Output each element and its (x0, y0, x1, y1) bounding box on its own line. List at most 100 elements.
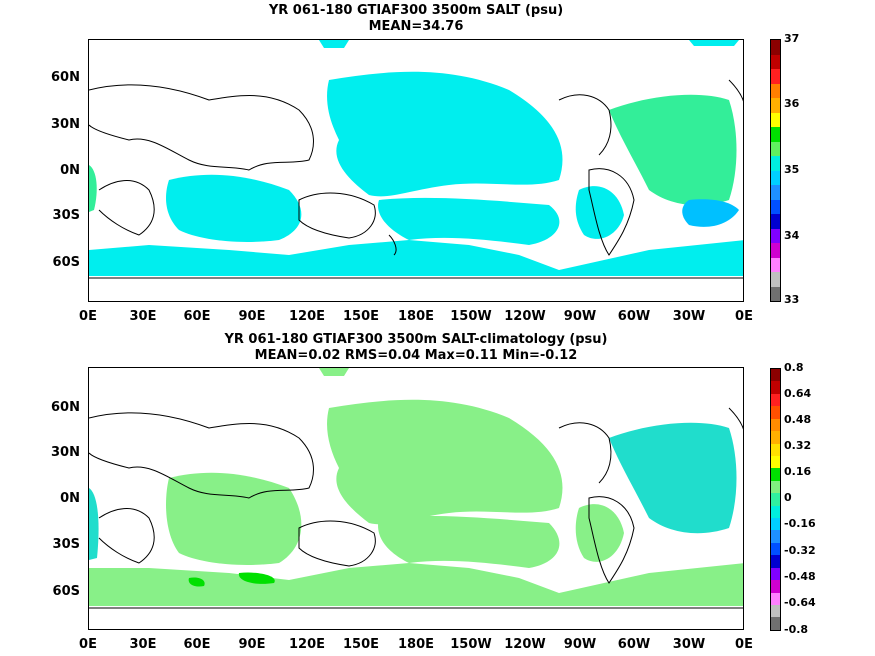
panel1-colorbar (770, 39, 781, 302)
panel2-ytick: 30N (51, 445, 80, 460)
panel1-colorbar-label: 34 (784, 229, 800, 242)
panel2-colorbar-label: -0.16 (784, 517, 816, 530)
panel1-xtick: 30E (129, 309, 157, 324)
panel1-ytick: 0N (60, 163, 80, 178)
panel1-ytick: 30S (52, 208, 80, 223)
panel1-colorbar-label: 37 (784, 32, 800, 45)
panel2-map (88, 367, 744, 630)
colorbar-swatch (771, 98, 780, 113)
panel2-ytick: 30S (52, 537, 80, 552)
panel2-xtick: 150E (342, 637, 380, 652)
colorbar-swatch (771, 455, 780, 469)
panel2-xtick: 180E (397, 637, 435, 652)
colorbar-swatch (771, 83, 780, 98)
colorbar-swatch (771, 156, 780, 171)
panel2-colorbar-label: 0.32 (784, 439, 812, 452)
panel2-xtick: 90E (238, 637, 266, 652)
panel1-ytick: 60S (52, 255, 80, 270)
panel2-title: YR 061-180 GTIAF300 3500m SALT-climatolo… (224, 332, 608, 347)
panel1-coastlines (89, 79, 743, 279)
colorbar-swatch (771, 431, 780, 444)
panel2-anomaly-field (89, 368, 743, 606)
panel2-xtick: 0E (735, 637, 753, 652)
panel2-colorbar-label: 0.48 (784, 413, 812, 426)
panel2-xtick: 120E (288, 637, 326, 652)
colorbar-swatch (771, 617, 780, 630)
panel2-xtick: 120W (504, 637, 546, 652)
panel1-colorbar-label: 33 (784, 293, 800, 306)
colorbar-swatch (771, 605, 780, 618)
colorbar-swatch (771, 112, 780, 127)
colorbar-swatch (771, 393, 780, 407)
panel2-colorbar (770, 368, 781, 631)
panel1-salinity-field (89, 40, 743, 276)
colorbar-swatch (771, 69, 780, 84)
colorbar-swatch (771, 127, 780, 142)
panel1-ytick: 60N (51, 70, 80, 85)
panel2-xtick: 150W (450, 637, 492, 652)
colorbar-swatch (771, 443, 780, 456)
panel1-xtick: 150W (450, 309, 492, 324)
colorbar-swatch (771, 214, 780, 229)
panel1-xtick: 90E (238, 309, 266, 324)
panel2-colorbar-label: -0.32 (784, 544, 816, 557)
panel2-ytick: 60S (52, 584, 80, 599)
colorbar-swatch (771, 170, 780, 185)
colorbar-swatch (771, 592, 780, 606)
panel1-xtick: 180E (397, 309, 435, 324)
colorbar-swatch (771, 141, 780, 156)
colorbar-swatch (771, 480, 780, 494)
panel2-xtick: 90W (563, 637, 597, 652)
colorbar-swatch (771, 40, 780, 55)
panel1-xtick: 0E (735, 309, 753, 324)
panel1-xtick: 150E (342, 309, 380, 324)
colorbar-swatch (771, 406, 780, 419)
colorbar-swatch (771, 518, 780, 531)
panel1-colorbar-label: 36 (784, 97, 800, 110)
panel2-colorbar-label: 0 (784, 491, 792, 504)
panel2-xtick: 60E (183, 637, 211, 652)
colorbar-swatch (771, 530, 780, 543)
colorbar-swatch (771, 185, 780, 200)
colorbar-swatch (771, 243, 780, 258)
colorbar-swatch (771, 286, 780, 301)
panel2-map-svg (89, 368, 743, 609)
panel2-colorbar-label: -0.48 (784, 570, 816, 583)
panel1-xtick: 120E (288, 309, 326, 324)
colorbar-swatch (771, 199, 780, 214)
colorbar-swatch (771, 555, 780, 568)
panel1-subtitle: MEAN=34.76 (368, 19, 464, 34)
panel2-subtitle: MEAN=0.02 RMS=0.04 Max=0.11 Min=-0.12 (254, 348, 578, 363)
colorbar-swatch (771, 468, 780, 481)
panel1-xtick: 60E (183, 309, 211, 324)
colorbar-swatch (771, 381, 780, 394)
panel1-title: YR 061-180 GTIAF300 3500m SALT (psu) (268, 3, 564, 18)
colorbar-swatch (771, 505, 780, 519)
panel1-map (88, 39, 744, 302)
panel2-colorbar-label: -0.8 (784, 623, 809, 636)
panel2-xtick: 30W (672, 637, 706, 652)
panel2-colorbar-label: 0.16 (784, 465, 812, 478)
panel1-xtick: 0E (79, 309, 97, 324)
panel1-map-svg (89, 40, 743, 279)
panel2-ytick: 60N (51, 400, 80, 415)
colorbar-swatch (771, 369, 780, 382)
panel1-colorbar-label: 35 (784, 163, 800, 176)
colorbar-swatch (771, 567, 780, 581)
panel2-colorbar-label: -0.64 (784, 596, 816, 609)
colorbar-swatch (771, 228, 780, 243)
panel1-ytick: 30N (51, 117, 80, 132)
panel2-xtick: 60W (617, 637, 651, 652)
colorbar-swatch (771, 272, 780, 287)
panel1-xtick: 120W (504, 309, 546, 324)
panel1-xtick: 30W (672, 309, 706, 324)
colorbar-swatch (771, 493, 780, 506)
panel2-xtick: 0E (79, 637, 97, 652)
panel2-coastlines (89, 407, 743, 609)
panel2-xtick: 30E (129, 637, 157, 652)
colorbar-swatch (771, 257, 780, 272)
colorbar-swatch (771, 542, 780, 556)
panel1-xtick: 60W (617, 309, 651, 324)
panel2-colorbar-label: 0.64 (784, 387, 812, 400)
colorbar-swatch (771, 580, 780, 593)
